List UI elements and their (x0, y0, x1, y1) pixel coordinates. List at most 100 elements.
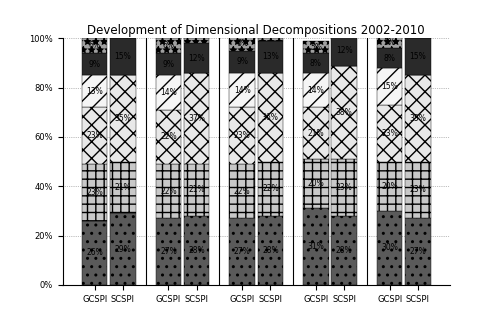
Bar (332, 216, 357, 285)
Bar (184, 38, 210, 43)
Text: 9%: 9% (162, 60, 174, 69)
Text: 13%: 13% (86, 87, 103, 96)
Bar (377, 68, 402, 105)
Bar (258, 216, 283, 285)
Bar (184, 73, 210, 164)
Bar (184, 43, 210, 73)
Bar (377, 105, 402, 162)
Bar (405, 38, 430, 75)
Text: 14%: 14% (308, 86, 324, 95)
Text: 26%: 26% (86, 248, 103, 257)
Text: 5%: 5% (384, 37, 396, 47)
Text: 27%: 27% (410, 247, 426, 256)
Bar (377, 211, 402, 285)
Text: 36%: 36% (262, 113, 279, 122)
Bar (377, 48, 402, 68)
Text: 23%: 23% (410, 185, 426, 195)
Bar (405, 162, 430, 218)
Text: 21%: 21% (188, 185, 205, 195)
Bar (156, 53, 181, 75)
Bar (303, 208, 328, 285)
Text: 13%: 13% (262, 52, 278, 61)
Text: 35%: 35% (114, 114, 132, 123)
Bar (230, 51, 255, 73)
Text: 6%: 6% (162, 41, 174, 50)
Bar (303, 41, 328, 53)
Text: 20%: 20% (382, 182, 398, 191)
Text: 28%: 28% (188, 246, 205, 255)
Text: 15%: 15% (114, 52, 131, 61)
Text: 23%: 23% (86, 131, 103, 140)
Text: 28%: 28% (336, 246, 352, 255)
Bar (230, 108, 255, 164)
Bar (82, 221, 108, 285)
Bar (303, 108, 328, 159)
Text: 12%: 12% (188, 54, 205, 63)
Bar (82, 75, 108, 108)
Text: 37%: 37% (188, 114, 205, 123)
Bar (377, 162, 402, 211)
Bar (110, 162, 136, 213)
Text: 30%: 30% (381, 243, 398, 252)
Bar (332, 159, 357, 216)
Bar (230, 164, 255, 218)
Text: 14%: 14% (234, 86, 250, 95)
Text: 22%: 22% (262, 184, 278, 193)
Text: 6%: 6% (236, 39, 248, 48)
Text: 23%: 23% (382, 129, 398, 138)
Bar (303, 73, 328, 108)
Text: 15%: 15% (382, 82, 398, 91)
Bar (332, 36, 357, 66)
Text: 23%: 23% (336, 183, 352, 192)
Text: 27%: 27% (234, 247, 250, 256)
Bar (110, 38, 136, 75)
Text: 22%: 22% (234, 187, 250, 196)
Bar (156, 75, 181, 110)
Title: Development of Dimensional Decompositions 2002-2010: Development of Dimensional Decomposition… (88, 24, 425, 37)
Bar (230, 36, 255, 51)
Text: 31%: 31% (308, 242, 324, 251)
Text: 21%: 21% (114, 183, 131, 192)
Bar (303, 53, 328, 73)
Bar (82, 38, 108, 53)
Text: 12%: 12% (336, 46, 352, 55)
Bar (230, 218, 255, 285)
Text: 9%: 9% (236, 57, 248, 66)
Text: 21%: 21% (308, 129, 324, 138)
Bar (156, 110, 181, 164)
Text: 38%: 38% (336, 108, 352, 117)
Text: 20%: 20% (308, 179, 324, 188)
Bar (258, 162, 283, 216)
Text: 27%: 27% (160, 247, 177, 256)
Text: 22%: 22% (160, 132, 176, 141)
Bar (82, 164, 108, 221)
Bar (82, 53, 108, 75)
Bar (405, 75, 430, 162)
Bar (377, 36, 402, 48)
Text: 14%: 14% (160, 88, 177, 97)
Bar (156, 164, 181, 218)
Bar (156, 38, 181, 53)
Bar (332, 66, 357, 159)
Bar (405, 218, 430, 285)
Text: 35%: 35% (410, 114, 426, 123)
Text: 5%: 5% (310, 43, 322, 52)
Bar (184, 164, 210, 216)
Bar (230, 73, 255, 108)
Text: 23%: 23% (86, 188, 103, 197)
Text: 15%: 15% (410, 52, 426, 61)
Bar (110, 213, 136, 285)
Bar (82, 108, 108, 164)
Text: 8%: 8% (310, 59, 322, 68)
Bar (184, 216, 210, 285)
Text: 22%: 22% (160, 187, 176, 196)
Text: 6%: 6% (88, 41, 101, 50)
Bar (258, 41, 283, 73)
Text: 8%: 8% (384, 54, 396, 63)
Text: 23%: 23% (234, 131, 250, 140)
Text: 29%: 29% (114, 244, 131, 253)
Text: 28%: 28% (262, 246, 278, 255)
Text: 9%: 9% (88, 60, 101, 69)
Bar (110, 75, 136, 162)
Bar (303, 159, 328, 208)
